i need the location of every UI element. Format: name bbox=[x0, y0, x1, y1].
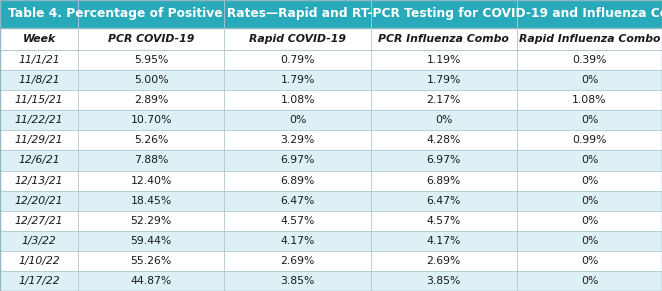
Text: 7.88%: 7.88% bbox=[134, 155, 168, 166]
Text: 1.79%: 1.79% bbox=[281, 75, 314, 85]
Text: 10.70%: 10.70% bbox=[130, 115, 172, 125]
Text: 2.89%: 2.89% bbox=[134, 95, 168, 105]
Bar bbox=[0, 191, 662, 211]
Text: 6.47%: 6.47% bbox=[281, 196, 314, 206]
Text: 1/10/22: 1/10/22 bbox=[19, 256, 60, 266]
Text: 0%: 0% bbox=[581, 216, 598, 226]
Text: 1.79%: 1.79% bbox=[427, 75, 461, 85]
Text: Table 4. Percentage of Positive Rates—Rapid and RT-PCR Testing for COVID-19 and : Table 4. Percentage of Positive Rates—Ra… bbox=[8, 8, 662, 20]
Bar bbox=[0, 251, 662, 271]
Text: 1.19%: 1.19% bbox=[427, 55, 461, 65]
Text: 11/1/21: 11/1/21 bbox=[19, 55, 60, 65]
Bar bbox=[0, 90, 662, 110]
Text: 1/17/22: 1/17/22 bbox=[19, 276, 60, 286]
Text: 12.40%: 12.40% bbox=[130, 175, 172, 186]
Text: Week: Week bbox=[23, 34, 56, 44]
Text: 4.28%: 4.28% bbox=[427, 135, 461, 146]
Text: 3.85%: 3.85% bbox=[281, 276, 314, 286]
Text: 6.97%: 6.97% bbox=[281, 155, 314, 166]
Text: 0%: 0% bbox=[581, 256, 598, 266]
Text: 5.26%: 5.26% bbox=[134, 135, 168, 146]
Text: 0%: 0% bbox=[581, 75, 598, 85]
Text: 11/22/21: 11/22/21 bbox=[15, 115, 64, 125]
Text: 2.69%: 2.69% bbox=[281, 256, 314, 266]
Text: 0%: 0% bbox=[289, 115, 307, 125]
Text: 44.87%: 44.87% bbox=[130, 276, 172, 286]
Text: 6.89%: 6.89% bbox=[427, 175, 461, 186]
Bar bbox=[0, 0, 662, 28]
Text: 2.17%: 2.17% bbox=[427, 95, 461, 105]
Bar bbox=[0, 110, 662, 130]
Text: 18.45%: 18.45% bbox=[130, 196, 172, 206]
Text: 4.17%: 4.17% bbox=[281, 236, 314, 246]
Text: 2.69%: 2.69% bbox=[427, 256, 461, 266]
Text: 0.99%: 0.99% bbox=[572, 135, 607, 146]
Text: 0.79%: 0.79% bbox=[280, 55, 315, 65]
Text: 1.08%: 1.08% bbox=[572, 95, 607, 105]
Bar bbox=[0, 150, 662, 171]
Text: 0.39%: 0.39% bbox=[572, 55, 607, 65]
Text: 6.97%: 6.97% bbox=[427, 155, 461, 166]
Text: 0%: 0% bbox=[581, 276, 598, 286]
Text: Rapid Influenza Combo: Rapid Influenza Combo bbox=[519, 34, 660, 44]
Bar bbox=[0, 50, 662, 70]
Text: 11/29/21: 11/29/21 bbox=[15, 135, 64, 146]
Text: 0%: 0% bbox=[581, 196, 598, 206]
Text: 0%: 0% bbox=[581, 236, 598, 246]
Text: 3.85%: 3.85% bbox=[427, 276, 461, 286]
Text: 11/8/21: 11/8/21 bbox=[19, 75, 60, 85]
Text: 0%: 0% bbox=[435, 115, 453, 125]
Text: PCR COVID-19: PCR COVID-19 bbox=[108, 34, 195, 44]
Text: 1/3/22: 1/3/22 bbox=[22, 236, 56, 246]
Text: 4.57%: 4.57% bbox=[427, 216, 461, 226]
Text: 55.26%: 55.26% bbox=[130, 256, 172, 266]
Text: 6.47%: 6.47% bbox=[427, 196, 461, 206]
Text: 52.29%: 52.29% bbox=[130, 216, 172, 226]
Text: 0%: 0% bbox=[581, 175, 598, 186]
Text: 12/20/21: 12/20/21 bbox=[15, 196, 64, 206]
Text: 4.17%: 4.17% bbox=[427, 236, 461, 246]
Text: 0%: 0% bbox=[581, 115, 598, 125]
Bar bbox=[0, 271, 662, 291]
Bar bbox=[0, 211, 662, 231]
Text: PCR Influenza Combo: PCR Influenza Combo bbox=[379, 34, 509, 44]
Text: 12/27/21: 12/27/21 bbox=[15, 216, 64, 226]
Text: 5.00%: 5.00% bbox=[134, 75, 169, 85]
Text: Rapid COVID-19: Rapid COVID-19 bbox=[249, 34, 346, 44]
Text: 6.89%: 6.89% bbox=[281, 175, 314, 186]
Text: 59.44%: 59.44% bbox=[130, 236, 172, 246]
Bar bbox=[0, 130, 662, 150]
Bar bbox=[0, 171, 662, 191]
Bar bbox=[0, 70, 662, 90]
Text: 1.08%: 1.08% bbox=[280, 95, 315, 105]
Text: 4.57%: 4.57% bbox=[281, 216, 314, 226]
Text: 3.29%: 3.29% bbox=[281, 135, 314, 146]
Text: 12/6/21: 12/6/21 bbox=[19, 155, 60, 166]
Bar bbox=[0, 28, 662, 50]
Text: 0%: 0% bbox=[581, 155, 598, 166]
Bar bbox=[0, 231, 662, 251]
Text: 5.95%: 5.95% bbox=[134, 55, 168, 65]
Text: 11/15/21: 11/15/21 bbox=[15, 95, 64, 105]
Text: 12/13/21: 12/13/21 bbox=[15, 175, 64, 186]
